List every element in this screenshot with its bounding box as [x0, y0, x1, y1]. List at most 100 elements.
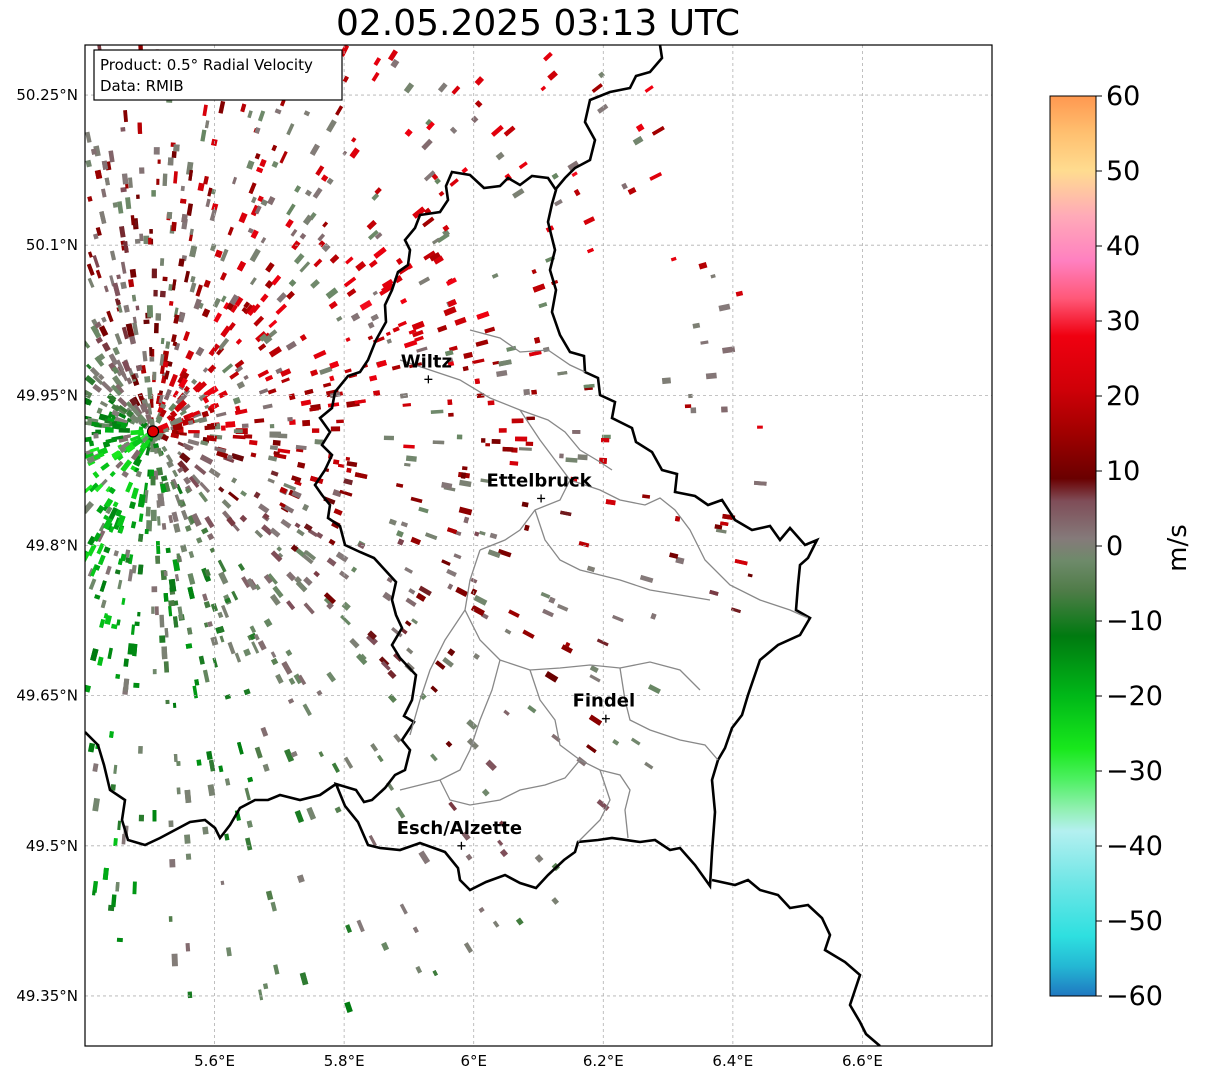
velocity-echo — [243, 688, 251, 696]
velocity-echo — [139, 435, 149, 445]
velocity-echo — [111, 366, 119, 375]
velocity-echo — [130, 465, 137, 471]
velocity-echo — [87, 543, 97, 557]
velocity-echo — [256, 166, 264, 174]
velocity-echo — [178, 258, 185, 267]
velocity-echo — [231, 590, 239, 601]
velocity-echo — [98, 325, 109, 337]
velocity-echo — [294, 480, 302, 487]
velocity-echo — [117, 558, 124, 566]
velocity-echo — [121, 597, 126, 606]
velocity-echo — [111, 623, 118, 630]
velocity-echo — [456, 434, 463, 440]
velocity-echo — [130, 215, 135, 226]
velocity-echo — [465, 853, 473, 861]
velocity-echo — [502, 446, 514, 452]
velocity-echo — [583, 216, 596, 226]
velocity-echoes — [85, 45, 767, 1013]
velocity-echo — [434, 660, 446, 670]
velocity-echo — [202, 104, 208, 117]
velocity-echo — [108, 506, 119, 521]
velocity-echo — [548, 596, 556, 604]
velocity-echo — [101, 342, 111, 352]
velocity-echo — [110, 784, 116, 791]
velocity-echo — [150, 476, 156, 486]
velocity-echo — [155, 555, 161, 564]
velocity-echo — [290, 544, 299, 553]
velocity-echo — [234, 359, 245, 369]
velocity-echo — [293, 253, 305, 265]
velocity-echo — [243, 301, 251, 309]
lon-tick-label: 5.6°E — [194, 1052, 235, 1070]
velocity-echo — [145, 520, 153, 532]
velocity-echo — [397, 320, 407, 328]
velocity-echo — [108, 525, 115, 533]
velocity-echo — [94, 483, 104, 493]
velocity-echo — [236, 381, 246, 390]
velocity-echo — [149, 347, 153, 357]
velocity-echo — [275, 367, 283, 375]
velocity-echo — [241, 306, 248, 313]
velocity-echo — [700, 340, 709, 345]
velocity-echo — [186, 203, 194, 216]
velocity-echo — [92, 374, 104, 385]
velocity-echo — [231, 176, 238, 185]
velocity-echo — [132, 881, 137, 895]
velocity-echo — [190, 275, 196, 283]
velocity-echo — [344, 1001, 353, 1013]
colorbar-gradient — [1049, 95, 1097, 997]
velocity-echo — [120, 459, 133, 473]
velocity-echo — [287, 416, 293, 422]
velocity-echo — [458, 506, 473, 516]
velocity-echo — [90, 648, 99, 662]
velocity-echo — [210, 602, 219, 613]
velocity-echo — [688, 393, 693, 399]
velocity-echo — [303, 110, 311, 117]
velocity-echo — [247, 227, 254, 234]
velocity-echo — [85, 131, 92, 143]
velocity-echo — [131, 294, 137, 302]
velocity-echo — [321, 242, 331, 253]
velocity-echo — [326, 177, 334, 185]
velocity-echo — [670, 256, 677, 262]
velocity-echo — [475, 339, 489, 347]
velocity-echo — [317, 233, 326, 242]
velocity-echo — [170, 334, 177, 343]
velocity-echo — [238, 212, 248, 224]
velocity-echo — [156, 178, 160, 185]
velocity-echo — [206, 750, 213, 760]
velocity-echo — [632, 135, 644, 146]
velocity-echo — [111, 894, 117, 908]
velocity-echo — [132, 643, 138, 657]
velocity-echo — [650, 613, 657, 620]
velocity-echo — [331, 762, 340, 774]
velocity-echo — [159, 258, 165, 266]
velocity-echo — [172, 702, 177, 709]
velocity-echo — [442, 657, 454, 668]
velocity-echo — [421, 138, 433, 151]
plot-frame — [84, 44, 993, 1047]
velocity-echo — [111, 409, 120, 418]
velocity-echo — [481, 788, 490, 797]
velocity-echo — [125, 481, 134, 493]
velocity-echo — [271, 274, 282, 286]
velocity-echo — [128, 404, 141, 417]
velocity-echo — [304, 550, 317, 561]
velocity-echo — [160, 337, 165, 345]
velocity-echo — [473, 594, 488, 606]
velocity-echo — [117, 304, 123, 313]
velocity-echo — [339, 489, 353, 497]
velocity-echo — [227, 226, 234, 236]
velocity-echo — [243, 434, 253, 439]
velocity-echo — [322, 221, 329, 228]
velocity-echo — [286, 123, 295, 136]
velocity-echo — [302, 553, 314, 565]
lon-tick-label: 6.4°E — [712, 1052, 753, 1070]
velocity-echo — [227, 454, 233, 461]
velocity-echo — [157, 493, 165, 507]
velocity-echo — [88, 578, 97, 590]
velocity-echo — [251, 641, 260, 654]
velocity-echo — [85, 500, 95, 515]
velocity-echo — [261, 524, 273, 536]
velocity-echo — [315, 165, 325, 176]
